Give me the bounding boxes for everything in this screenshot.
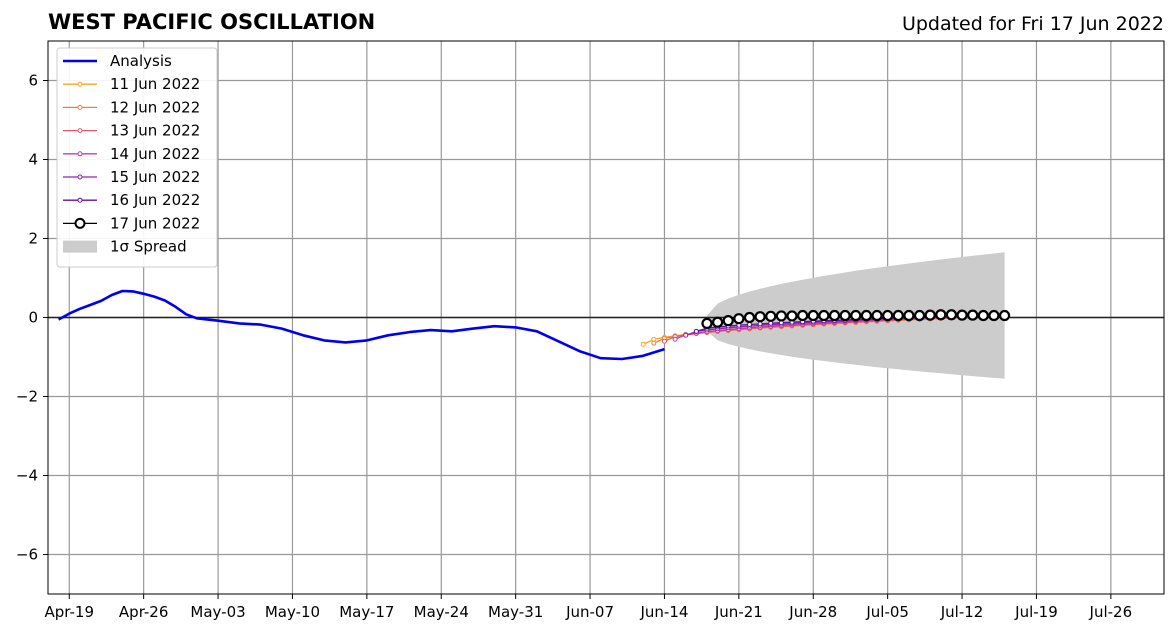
analysis-line [57,289,665,361]
legend-entry: 1σ Spread [63,238,187,256]
x-tick-label: Jun-21 [714,603,763,621]
x-tick-label: May-03 [190,603,245,621]
x-tick-label: Jun-14 [639,603,688,621]
plot-frame [47,40,1165,595]
forecast-point [988,309,1000,322]
legend-marker [77,81,83,87]
x-tick-label: Jul-26 [1089,603,1133,621]
legend-label: 1σ Spread [110,238,187,256]
x-tick-label: May-10 [265,603,320,621]
forecast-point [722,315,734,327]
forecast-point [672,336,678,342]
forecast-point [860,309,873,322]
legend-label: 11 Jun 2022 [110,75,200,93]
forecast-point [818,309,830,322]
legend-label: 17 Jun 2022 [110,214,200,232]
forecast-point [701,317,713,330]
x-tick-label: Jul-19 [1014,603,1058,621]
forecast-point [640,341,646,347]
legend-entry: 13 Jun 2022 [63,122,200,140]
y-tick-label: 6 [28,72,38,90]
y-tick-label: −6 [16,546,38,564]
chart-title: WEST PACIFIC OSCILLATION [48,10,375,34]
legend-marker [77,104,83,110]
legend-marker [74,217,86,229]
forecast-point [775,310,787,322]
legend-entry: 16 Jun 2022 [63,191,200,209]
legend-marker [77,174,83,180]
y-axis: 6 4 2 0 −2 −4 −6 [16,72,48,564]
forecast-point [882,309,894,322]
forecast-point [998,309,1011,322]
legend-entry: 14 Jun 2022 [63,145,200,163]
legend-swatch [63,240,97,253]
legend-entry: 15 Jun 2022 [63,168,200,186]
forecast-point [757,321,763,327]
forecast-point [786,310,798,322]
x-tick-label: Apr-19 [45,603,95,621]
legend-label: 12 Jun 2022 [110,98,200,116]
legend-label: 13 Jun 2022 [110,122,200,140]
forecast-point [903,309,915,322]
forecast-point [651,340,657,346]
legend-entry: Analysis [63,52,172,70]
legend-entry: 12 Jun 2022 [63,98,200,116]
x-tick-label: May-17 [339,603,394,621]
x-tick-label: Jun-07 [565,603,614,621]
forecast-point [913,309,926,322]
series-group [57,289,1011,361]
forecast-point [683,332,689,338]
x-tick-label: May-31 [488,603,543,621]
legend: Analysis 11 Jun 2022 12 Jun 2022 13 Jun 202… [56,47,218,268]
forecast-point [871,309,883,322]
forecast-point [754,311,766,323]
y-tick-label: 2 [28,230,38,248]
y-tick-label: 0 [28,309,38,327]
forecast-point [765,310,777,322]
forecast-point [935,309,947,321]
x-tick-label: Apr-26 [119,603,169,621]
forecast-point [711,316,724,328]
forecast-point [661,338,667,344]
x-tick-label: May-24 [414,603,469,621]
legend-label: 14 Jun 2022 [110,145,200,163]
legend-label: 16 Jun 2022 [110,191,200,209]
forecast-point [924,309,936,321]
legend-marker [77,197,83,203]
forecast-point [746,322,752,328]
forecast-point [892,309,904,322]
forecast-series [701,309,1011,330]
forecast-point [977,309,989,322]
x-tick-label: Jul-12 [940,603,984,621]
legend-marker [77,128,83,134]
forecast-point [850,309,862,322]
x-axis: Apr-19 Apr-26 May-03 May-10 May-17 May-24 May-… [45,594,1133,621]
forecast-point [839,309,851,322]
x-tick-label: Jul-05 [865,603,909,621]
forecast-point [828,309,841,322]
forecast-point [743,311,756,324]
legend-marker [77,151,83,157]
forecast-point [693,328,699,334]
legend-box [56,47,218,268]
legend-label: Analysis [110,52,172,70]
x-tick-label: Jun-28 [788,603,837,621]
chart-subtitle: Updated for Fri 17 Jun 2022 [902,13,1164,35]
legend-entry: 11 Jun 2022 [63,75,200,93]
forecast-point [807,309,819,322]
forecast-point [733,313,745,325]
forecast-point [945,309,958,321]
forecast-point [956,309,968,321]
legend-label: 15 Jun 2022 [110,168,200,186]
forecast-line [696,314,984,332]
y-tick-label: −4 [16,467,38,485]
y-tick-label: −2 [16,388,38,406]
forecast-point [797,309,809,322]
legend-entry: 17 Jun 2022 [63,214,200,232]
y-tick-label: 4 [28,151,38,169]
forecast-point [967,309,979,321]
